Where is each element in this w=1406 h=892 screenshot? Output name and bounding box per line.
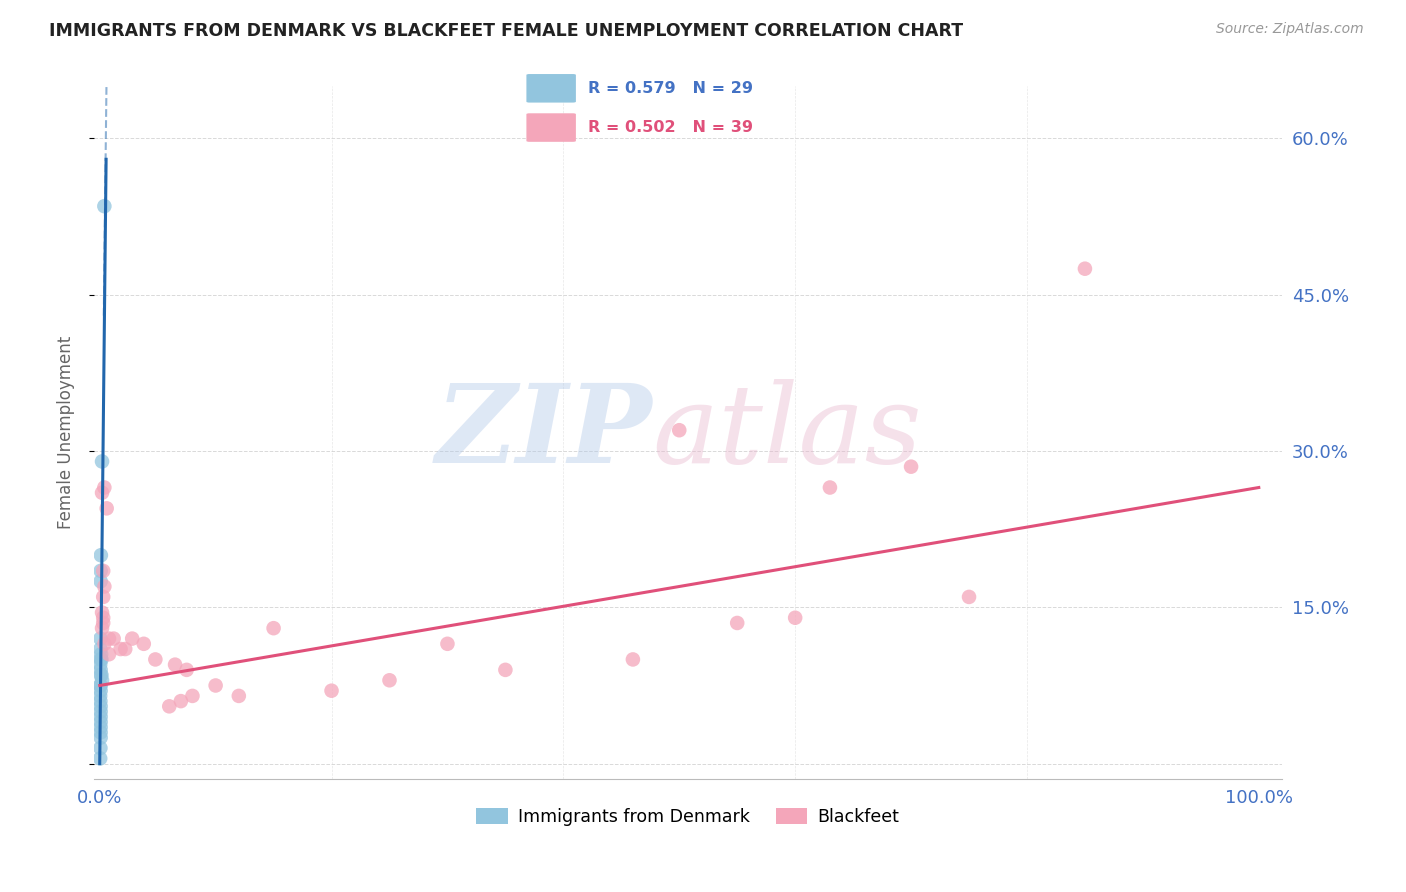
Text: R = 0.502   N = 39: R = 0.502 N = 39: [588, 120, 754, 135]
Point: [98, 647, 121, 661]
Point: [228, 689, 250, 703]
Point: [89, 689, 111, 703]
Text: IMMIGRANTS FROM DENMARK VS BLACKFEET FEMALE UNEMPLOYMENT CORRELATION CHART: IMMIGRANTS FROM DENMARK VS BLACKFEET FEM…: [49, 22, 963, 40]
Point: [143, 652, 166, 666]
Point: [110, 642, 132, 657]
Point: [121, 632, 143, 646]
Point: [89, 678, 111, 692]
Point: [93, 580, 115, 594]
Point: [378, 673, 401, 688]
Point: [90, 720, 112, 734]
Text: R = 0.579   N = 29: R = 0.579 N = 29: [588, 81, 754, 95]
Point: [90, 705, 112, 719]
Point: [90, 548, 112, 562]
Point: [89, 741, 111, 756]
Point: [91, 606, 114, 620]
Legend: Immigrants from Denmark, Blackfeet: Immigrants from Denmark, Blackfeet: [470, 801, 907, 833]
Point: [725, 615, 748, 630]
Point: [90, 731, 112, 745]
Point: [90, 652, 112, 666]
Point: [176, 663, 198, 677]
FancyBboxPatch shape: [526, 74, 576, 103]
Point: [90, 574, 112, 589]
Point: [785, 611, 807, 625]
Point: [114, 642, 136, 657]
Text: Source: ZipAtlas.com: Source: ZipAtlas.com: [1216, 22, 1364, 37]
Point: [89, 632, 111, 646]
Point: [321, 683, 343, 698]
Point: [98, 632, 121, 646]
Point: [91, 485, 114, 500]
Point: [90, 564, 112, 578]
Point: [89, 751, 111, 765]
Point: [90, 668, 112, 682]
Point: [93, 199, 115, 213]
Point: [668, 423, 690, 437]
Point: [621, 652, 644, 666]
FancyBboxPatch shape: [526, 113, 576, 142]
Text: atlas: atlas: [652, 379, 922, 486]
Point: [818, 481, 841, 495]
Point: [93, 637, 115, 651]
Point: [90, 678, 112, 692]
Point: [90, 652, 112, 666]
Point: [436, 637, 458, 651]
Point: [91, 564, 114, 578]
Point: [89, 657, 111, 672]
Point: [90, 663, 112, 677]
Point: [90, 710, 112, 724]
Point: [89, 694, 111, 708]
Point: [90, 725, 112, 739]
Point: [90, 668, 112, 682]
Point: [957, 590, 980, 604]
Point: [90, 647, 112, 661]
Text: ZIP: ZIP: [436, 379, 652, 486]
Point: [165, 657, 187, 672]
Y-axis label: Female Unemployment: Female Unemployment: [58, 336, 75, 530]
Point: [91, 611, 114, 625]
Point: [132, 637, 155, 651]
Point: [91, 590, 114, 604]
Point: [90, 714, 112, 729]
Point: [170, 694, 193, 708]
Point: [494, 663, 516, 677]
Point: [91, 673, 114, 688]
Point: [91, 454, 114, 468]
Point: [204, 678, 226, 692]
Point: [91, 621, 114, 635]
Point: [96, 501, 118, 516]
Point: [181, 689, 204, 703]
Point: [93, 481, 115, 495]
Point: [263, 621, 285, 635]
Point: [90, 683, 112, 698]
Point: [1074, 261, 1097, 276]
Point: [103, 632, 125, 646]
Point: [900, 459, 922, 474]
Point: [89, 642, 111, 657]
Point: [90, 699, 112, 714]
Point: [157, 699, 180, 714]
Point: [91, 615, 114, 630]
